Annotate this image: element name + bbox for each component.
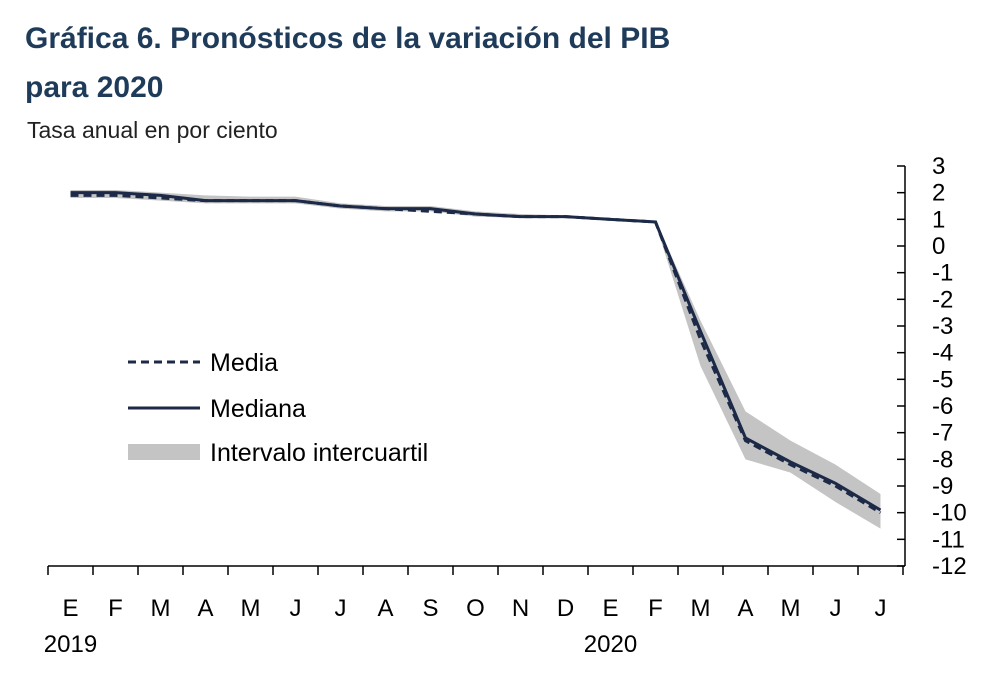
y-tick-label: -9	[932, 473, 953, 500]
chart-title: Gráfica 6. Pronósticos de la variación d…	[25, 22, 670, 55]
y-tick-label: -10	[932, 500, 967, 527]
x-tick-label: J	[335, 595, 347, 622]
x-tick-label: D	[557, 595, 574, 622]
x-tick-label: M	[151, 595, 171, 622]
x-tick-label: A	[197, 595, 213, 622]
y-tick-label: -7	[932, 420, 953, 447]
x-tick-label: J	[290, 595, 302, 622]
x-group-label: 2019	[44, 631, 97, 658]
x-tick-label: A	[377, 595, 393, 622]
x-tick-label: E	[602, 595, 618, 622]
y-tick-label: 2	[932, 180, 945, 207]
x-tick-label: N	[512, 595, 529, 622]
legend-label: Intervalo intercuartil	[210, 439, 428, 467]
legend-label: Media	[210, 349, 278, 377]
y-tick-label: -3	[932, 313, 953, 340]
y-tick-label: 0	[932, 233, 945, 260]
x-tick-label: F	[108, 595, 123, 622]
x-tick-label: A	[737, 595, 753, 622]
y-tick-label: -12	[932, 553, 967, 580]
y-tick-label: -2	[932, 286, 953, 313]
x-tick-label: F	[648, 595, 663, 622]
legend-swatch	[128, 444, 200, 460]
y-tick-label: 3	[932, 153, 945, 180]
x-tick-label: M	[241, 595, 261, 622]
x-tick-label: M	[691, 595, 711, 622]
x-tick-label: M	[781, 595, 801, 622]
series-line	[70, 191, 882, 512]
chart-title: para 2020	[25, 71, 163, 104]
chart-subtitle: Tasa anual en por ciento	[27, 117, 278, 143]
y-tick-label: -8	[932, 446, 953, 473]
y-tick-label: -4	[932, 340, 953, 367]
x-tick-label: E	[62, 595, 78, 622]
x-tick-label: S	[422, 595, 438, 622]
x-tick-label: J	[830, 595, 842, 622]
y-tick-label: -1	[932, 260, 953, 287]
y-tick-label: -6	[932, 393, 953, 420]
y-tick-label: 1	[932, 206, 945, 233]
y-tick-label: -11	[932, 526, 965, 553]
x-tick-label: J	[875, 595, 887, 622]
series-line	[70, 193, 882, 514]
y-tick-label: -5	[932, 366, 953, 393]
interquartile-band	[70, 190, 881, 529]
legend-label: Mediana	[210, 395, 306, 423]
x-tick-label: O	[466, 595, 485, 622]
x-group-label: 2020	[584, 631, 637, 658]
